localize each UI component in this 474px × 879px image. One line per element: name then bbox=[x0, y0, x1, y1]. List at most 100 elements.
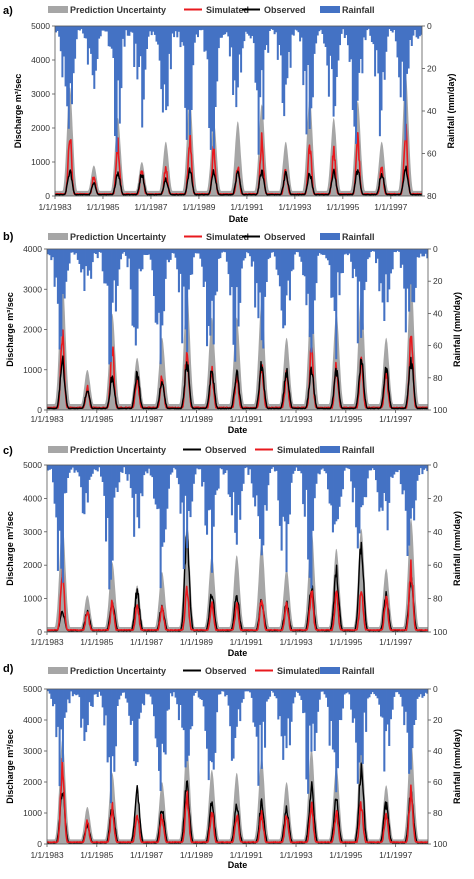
rainfall-bar bbox=[275, 465, 278, 471]
rainfall-bar bbox=[404, 689, 407, 712]
rainfall-bar bbox=[86, 26, 89, 65]
rainfall-bar bbox=[146, 249, 149, 255]
rainfall-bar bbox=[129, 465, 132, 489]
rainfall-bar bbox=[267, 26, 270, 53]
rainfall-bar bbox=[134, 465, 137, 494]
rainfall-bar bbox=[307, 26, 310, 65]
rainfall-bar bbox=[426, 249, 428, 259]
rainfall-bar bbox=[128, 249, 131, 259]
rainfall-bar bbox=[184, 465, 187, 496]
rainfall-bar bbox=[235, 249, 238, 288]
rainfall-bar bbox=[230, 249, 233, 287]
y-right-tick-label: 40 bbox=[433, 308, 443, 318]
rainfall-bar bbox=[55, 249, 58, 278]
rainfall-bar bbox=[52, 249, 55, 258]
rainfall-bar bbox=[194, 689, 197, 693]
rainfall-bar bbox=[315, 689, 318, 733]
rainfall-bar bbox=[244, 26, 247, 32]
rainfall-bar bbox=[388, 689, 391, 746]
rainfall-bar bbox=[156, 689, 159, 748]
rainfall-bar bbox=[161, 689, 164, 744]
x-axis-title: Date bbox=[228, 425, 248, 435]
rainfall-bar bbox=[209, 26, 212, 150]
x-axis-title: Date bbox=[228, 860, 248, 870]
rainfall-bar bbox=[356, 465, 359, 549]
rainfall-bar bbox=[189, 26, 191, 135]
y-left-title-unit: m³/sec bbox=[5, 292, 15, 321]
rainfall-bar bbox=[323, 249, 326, 255]
rainfall-bar bbox=[93, 689, 96, 695]
rainfall-bar bbox=[173, 26, 176, 38]
rainfall-bar bbox=[322, 689, 325, 692]
rainfall-bar bbox=[113, 249, 116, 281]
rainfall-bar bbox=[257, 26, 260, 155]
uncertainty-band bbox=[47, 518, 428, 632]
rainfall-bar bbox=[313, 249, 316, 301]
rainfall-bar bbox=[426, 465, 428, 472]
rainfall-bar bbox=[348, 26, 351, 62]
rainfall-bar bbox=[71, 26, 73, 105]
rainfall-bar bbox=[166, 249, 169, 260]
rainfall-bar bbox=[217, 26, 220, 49]
rainfall-bar bbox=[348, 689, 351, 695]
rainfall-bar bbox=[297, 689, 300, 693]
rainfall-bar bbox=[99, 26, 102, 37]
rainfall-bar bbox=[368, 465, 371, 471]
rainfall-bar bbox=[328, 249, 331, 266]
rainfall-bar bbox=[262, 689, 265, 722]
rainfall-bar bbox=[212, 689, 215, 770]
rainfall-bar bbox=[144, 689, 147, 694]
rainfall-bar bbox=[56, 249, 59, 304]
rainfall-bar bbox=[225, 689, 228, 695]
y-left-tick-label: 3000 bbox=[23, 527, 42, 537]
y-right-tick-label: 20 bbox=[433, 715, 443, 725]
rainfall-bar bbox=[250, 465, 253, 484]
rainfall-bar bbox=[403, 249, 406, 289]
rainfall-bar bbox=[353, 465, 356, 488]
rainfall-bar bbox=[252, 689, 255, 723]
rainfall-bar bbox=[360, 465, 363, 508]
rainfall-bar bbox=[229, 249, 232, 296]
x-tick-label: 1/1/1991 bbox=[230, 202, 263, 212]
rainfall-bar bbox=[53, 249, 56, 287]
rainfall-bar bbox=[380, 26, 383, 111]
rainfall-bar bbox=[270, 249, 273, 253]
rainfall-bar bbox=[331, 26, 333, 70]
rainfall-bar bbox=[174, 249, 177, 258]
rainfall-bar bbox=[109, 465, 112, 580]
rainfall-bar bbox=[408, 249, 411, 312]
rainfall-bar bbox=[343, 26, 346, 38]
rainfall-bar bbox=[250, 689, 253, 698]
rainfall-bar bbox=[101, 465, 104, 482]
rainfall-bar bbox=[58, 689, 61, 787]
rainfall-bar bbox=[161, 465, 164, 547]
y-right-tick-label: 60 bbox=[433, 341, 443, 351]
rainfall-bar bbox=[370, 26, 373, 42]
rainfall-bar bbox=[300, 465, 303, 474]
rainfall-bar bbox=[264, 465, 267, 506]
rainfall-bar bbox=[222, 249, 225, 252]
y-left-tick-label: 2000 bbox=[31, 123, 50, 133]
rainfall-bar bbox=[345, 249, 348, 254]
rainfall-bar bbox=[305, 465, 308, 490]
rainfall-bar bbox=[236, 26, 239, 88]
rainfall-bar bbox=[174, 465, 177, 470]
rainfall-bar bbox=[391, 26, 394, 33]
rainfall-bar bbox=[209, 689, 212, 761]
rainfall-bar bbox=[358, 465, 361, 534]
rainfall-bar bbox=[378, 465, 381, 512]
rainfall-bar bbox=[58, 249, 61, 350]
rainfall-bar bbox=[386, 689, 389, 725]
rainfall-bar bbox=[267, 249, 270, 260]
rainfall-bar bbox=[217, 689, 220, 695]
rainfall-bar bbox=[144, 249, 147, 255]
rainfall-bar bbox=[384, 249, 387, 275]
rainfall-bar bbox=[85, 249, 88, 267]
rainfall-bar bbox=[415, 26, 418, 38]
rainfall-bar bbox=[52, 465, 55, 483]
rainfall-bar bbox=[216, 26, 219, 82]
rainfall-bar bbox=[332, 26, 335, 117]
rainfall-bar bbox=[335, 465, 338, 522]
rainfall-bar bbox=[122, 26, 124, 39]
y-left-tick-label: 4000 bbox=[23, 715, 42, 725]
